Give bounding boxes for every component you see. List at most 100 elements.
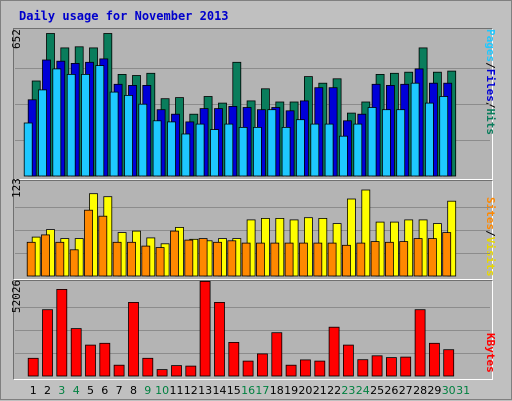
bar-sites-8 bbox=[127, 241, 136, 277]
bar-kbytes-20 bbox=[299, 359, 311, 377]
bar-kbytes-18 bbox=[271, 332, 283, 377]
day-label-18: 18 bbox=[269, 384, 284, 397]
day-label-7: 7 bbox=[115, 384, 123, 397]
bar-kbytes-26 bbox=[385, 357, 397, 377]
bar-sites-13 bbox=[198, 238, 208, 277]
bar-pages-26 bbox=[381, 109, 391, 177]
bar-kbytes-16 bbox=[242, 360, 254, 377]
day-label-1: 1 bbox=[29, 384, 37, 397]
bar-sites-21 bbox=[313, 242, 323, 277]
bar-pages-21 bbox=[310, 123, 320, 177]
bar-pages-3 bbox=[52, 68, 62, 177]
day-label-26: 26 bbox=[384, 384, 399, 397]
bar-pages-20 bbox=[295, 119, 305, 177]
bar-visits-24 bbox=[361, 189, 371, 277]
bar-pages-17 bbox=[252, 127, 262, 177]
bar-pages-6 bbox=[95, 65, 105, 177]
day-label-24: 24 bbox=[355, 384, 370, 397]
bar-kbytes-8 bbox=[128, 301, 139, 377]
bar-kbytes-19 bbox=[285, 364, 297, 377]
bar-kbytes-22 bbox=[328, 326, 340, 377]
bar-kbytes-7 bbox=[113, 364, 125, 377]
bar-sites-18 bbox=[270, 242, 280, 277]
bar-sites-16 bbox=[241, 242, 251, 277]
bar-sites-3 bbox=[55, 241, 65, 277]
bar-pages-19 bbox=[281, 127, 291, 177]
bar-kbytes-4 bbox=[70, 328, 82, 377]
bar-pages-24 bbox=[353, 123, 363, 177]
day-label-31: 31 bbox=[456, 384, 471, 397]
bar-pages-22 bbox=[324, 123, 334, 177]
bar-sites-11 bbox=[170, 230, 179, 277]
bar-pages-25 bbox=[367, 107, 377, 177]
bar-pages-13 bbox=[195, 123, 205, 177]
bar-kbytes-1 bbox=[27, 357, 39, 377]
bar-sites-9 bbox=[141, 245, 151, 277]
bar-sites-24 bbox=[356, 242, 366, 277]
bar-pages-2 bbox=[38, 89, 47, 177]
bar-pages-5 bbox=[81, 74, 90, 177]
day-label-9: 9 bbox=[144, 384, 152, 397]
bar-sites-15 bbox=[227, 240, 237, 277]
bar-sites-5 bbox=[84, 209, 93, 277]
bar-pages-8 bbox=[124, 95, 133, 177]
bar-pages-11 bbox=[167, 121, 176, 177]
day-label-21: 21 bbox=[312, 384, 327, 397]
bar-kbytes-6 bbox=[99, 342, 111, 377]
chart-title: Daily usage for November 2013 bbox=[19, 9, 229, 23]
day-label-13: 13 bbox=[198, 384, 213, 397]
day-label-22: 22 bbox=[327, 384, 342, 397]
bar-sites-14 bbox=[213, 241, 222, 277]
day-label-16: 16 bbox=[241, 384, 256, 397]
bar-kbytes-9 bbox=[142, 357, 154, 377]
day-label-10: 10 bbox=[155, 384, 170, 397]
day-label-19: 19 bbox=[284, 384, 299, 397]
day-label-14: 14 bbox=[212, 384, 227, 397]
day-label-2: 2 bbox=[44, 384, 51, 397]
bar-pages-15 bbox=[224, 123, 234, 177]
bar-kbytes-24 bbox=[357, 359, 369, 377]
bar-sites-4 bbox=[69, 249, 79, 277]
bar-sites-19 bbox=[284, 242, 294, 277]
bar-kbytes-30 bbox=[443, 349, 455, 377]
bar-kbytes-23 bbox=[342, 344, 354, 377]
bar-sites-1 bbox=[26, 241, 36, 277]
bar-kbytes-3 bbox=[56, 288, 68, 377]
bar-pages-14 bbox=[210, 129, 219, 177]
bar-kbytes-28 bbox=[414, 309, 426, 377]
bar-kbytes-10 bbox=[156, 369, 168, 377]
day-label-4: 4 bbox=[72, 384, 80, 397]
bar-pages-29 bbox=[424, 102, 434, 177]
day-label-30: 30 bbox=[441, 384, 456, 397]
bar-kbytes-12 bbox=[185, 365, 197, 377]
bar-sites-25 bbox=[370, 241, 380, 277]
bar-pages-28 bbox=[410, 82, 420, 177]
bar-pages-1 bbox=[23, 122, 33, 177]
bar-pages-4 bbox=[66, 74, 76, 177]
day-label-25: 25 bbox=[370, 384, 385, 397]
bar-sites-12 bbox=[184, 239, 194, 277]
bar-pages-30 bbox=[439, 96, 449, 177]
bar-sites-17 bbox=[255, 242, 265, 277]
bar-kbytes-21 bbox=[314, 360, 326, 377]
day-label-23: 23 bbox=[341, 384, 356, 397]
bar-kbytes-2 bbox=[42, 309, 53, 377]
day-label-17: 17 bbox=[255, 384, 270, 397]
bar-sites-6 bbox=[98, 215, 108, 277]
bar-sites-26 bbox=[384, 241, 394, 277]
bar-kbytes-25 bbox=[371, 355, 383, 377]
day-label-5: 5 bbox=[87, 384, 94, 397]
bar-kbytes-13 bbox=[199, 280, 211, 377]
day-label-11: 11 bbox=[169, 384, 184, 397]
bar-kbytes-17 bbox=[256, 353, 268, 377]
bar-sites-2 bbox=[41, 234, 50, 277]
bar-pages-18 bbox=[267, 109, 277, 177]
bar-kbytes-15 bbox=[228, 341, 240, 377]
bar-pages-9 bbox=[138, 103, 148, 177]
bar-kbytes-14 bbox=[214, 301, 225, 377]
bar-sites-23 bbox=[341, 244, 351, 277]
day-label-28: 28 bbox=[413, 384, 428, 397]
day-label-6: 6 bbox=[101, 384, 109, 397]
